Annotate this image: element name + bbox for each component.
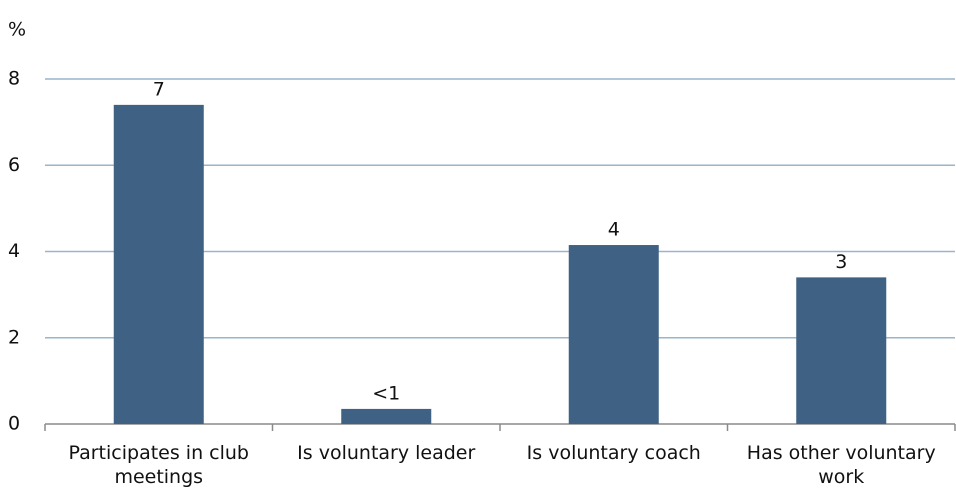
value-label: 7: [153, 78, 165, 100]
x-tick-label: Is voluntary leader: [297, 442, 476, 464]
x-tick-label: Has other voluntary work: [746, 442, 936, 488]
value-label: 4: [608, 219, 620, 241]
y-tick-label: 2: [8, 326, 20, 348]
y-tick-label: 4: [8, 240, 20, 262]
value-label: 3: [835, 251, 847, 273]
value-label: <1: [372, 382, 400, 404]
x-tick-label: Is voluntary coach: [526, 442, 701, 464]
y-axis-label: %: [8, 19, 26, 41]
y-tick-label: 0: [8, 413, 20, 435]
x-tick-label: Participates in club meetings: [68, 442, 249, 488]
bar: [341, 408, 432, 424]
bar: [568, 245, 659, 424]
bar: [796, 277, 887, 424]
y-tick-label: 8: [8, 68, 20, 90]
y-tick-label: 6: [8, 154, 20, 176]
bar: [113, 104, 204, 424]
